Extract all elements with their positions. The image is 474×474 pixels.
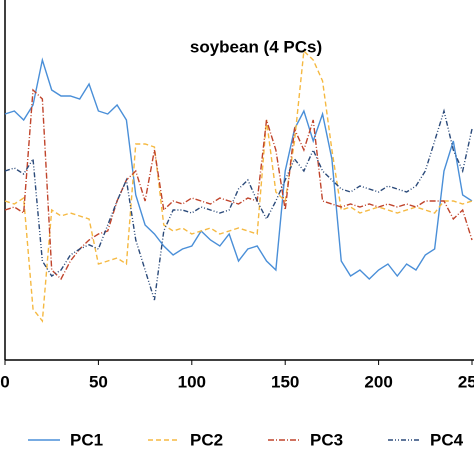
series-line xyxy=(4,49,473,323)
series-line xyxy=(4,88,473,281)
legend-label: PC3 xyxy=(310,430,343,449)
chart-title: soybean (4 PCs) xyxy=(190,37,322,56)
legend-label: PC2 xyxy=(190,430,223,449)
series-line xyxy=(4,57,473,280)
x-tick-label: 250 xyxy=(458,372,474,391)
legend-label: PC4 xyxy=(430,430,464,449)
legend-label: PC1 xyxy=(70,430,103,449)
series-line xyxy=(4,108,473,301)
x-tick-label: 200 xyxy=(364,372,392,391)
x-tick-label: 150 xyxy=(271,372,299,391)
x-tick-label: 50 xyxy=(89,372,108,391)
x-tick-label: 0 xyxy=(0,372,9,391)
x-tick-label: 100 xyxy=(178,372,206,391)
